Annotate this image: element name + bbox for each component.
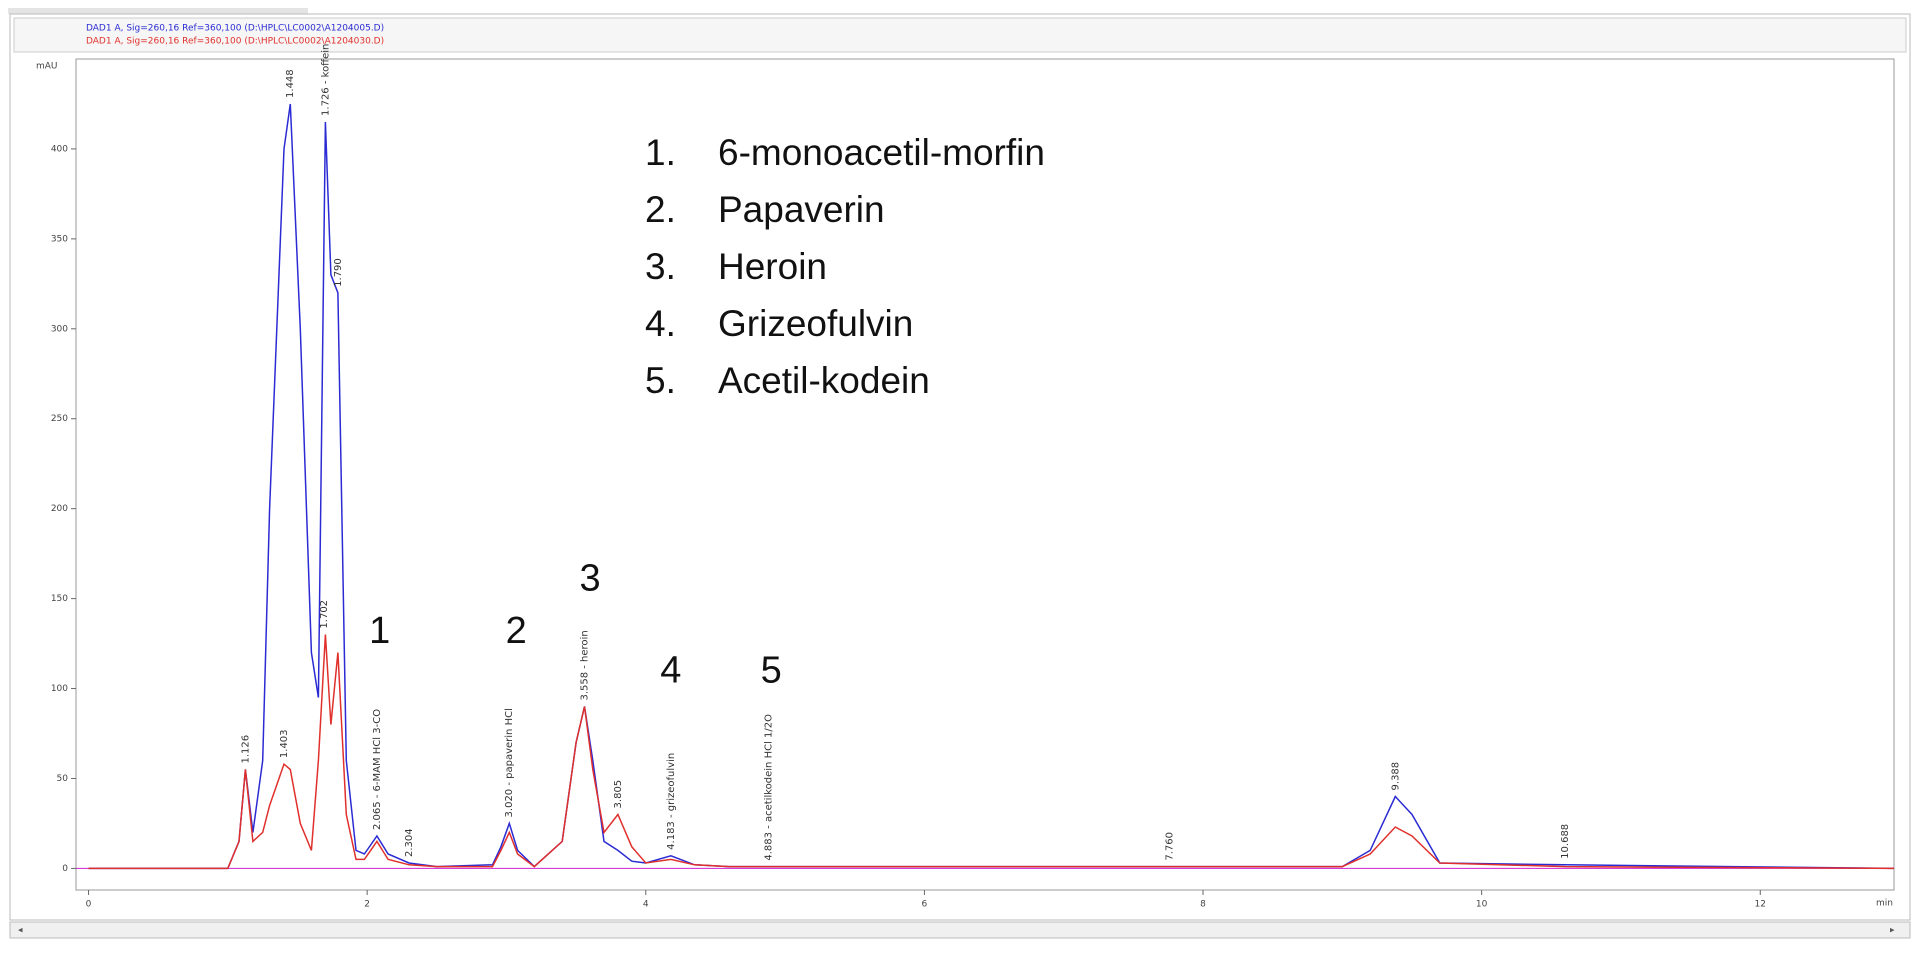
y-tick-label: 150 <box>51 594 68 604</box>
peak-label: 2.065 - 6-MAM HCl 3-CO <box>372 709 383 830</box>
peak-marker: 4 <box>660 649 681 691</box>
legend-entry: DAD1 A, Sig=260,16 Ref=360,100 (D:\HPLC\… <box>86 24 384 34</box>
list-number: 4. <box>645 303 676 344</box>
y-tick-label: 300 <box>51 324 68 334</box>
scrollbar[interactable] <box>9 921 1911 939</box>
peak-label: 7.760 <box>1165 832 1176 861</box>
list-text: 6-monoacetil-morfin <box>718 132 1045 173</box>
y-tick-label: 100 <box>51 684 68 694</box>
x-unit: min <box>1876 899 1893 909</box>
peak-label: 2.304 <box>404 828 415 857</box>
tab-strip <box>8 8 308 14</box>
list-number: 2. <box>645 189 676 230</box>
peak-label: 3.558 - heroin <box>579 630 590 700</box>
legend-box <box>13 17 1907 53</box>
y-tick-label: 400 <box>51 144 68 154</box>
peak-label: 4.883 - acetilkodein HCl 1/2O <box>763 714 774 861</box>
plot-area <box>75 58 1895 891</box>
peak-label: 1.448 <box>285 69 296 98</box>
list-number: 3. <box>645 246 676 287</box>
x-tick-label: 0 <box>86 900 92 910</box>
scroll-right[interactable]: ▸ <box>1890 926 1895 936</box>
list-text: Heroin <box>718 246 827 287</box>
peak-label: 1.403 <box>279 729 290 758</box>
peak-marker: 1 <box>369 610 390 652</box>
y-tick-label: 350 <box>51 234 68 244</box>
x-tick-label: 4 <box>643 900 649 910</box>
x-tick-label: 8 <box>1200 900 1206 910</box>
peak-marker: 3 <box>579 558 600 600</box>
y-tick-label: 50 <box>57 774 69 784</box>
x-tick-label: 6 <box>922 900 928 910</box>
peak-label: 4.183 - grizeofulvin <box>666 753 677 850</box>
peak-label: 1.726 - koffein <box>320 44 331 116</box>
peak-label: 1.126 <box>240 735 251 764</box>
y-tick-label: 0 <box>62 864 68 874</box>
chromatogram-trace <box>88 634 1895 870</box>
peak-label: 9.388 <box>1390 762 1401 791</box>
peak-label: 10.688 <box>1560 824 1571 859</box>
list-number: 5. <box>645 360 676 401</box>
y-unit: mAU <box>36 62 58 72</box>
peak-label: 1.790 <box>333 258 344 287</box>
x-tick-label: 2 <box>364 900 370 910</box>
peak-marker: 5 <box>761 649 782 691</box>
x-tick-label: 12 <box>1755 900 1766 910</box>
x-tick-label: 10 <box>1476 900 1488 910</box>
list-text: Papaverin <box>718 189 885 230</box>
list-text: Acetil-kodein <box>718 360 930 401</box>
peak-label: 3.020 - papaverin HCl <box>504 708 515 817</box>
scroll-left[interactable]: ◂ <box>18 926 23 936</box>
y-tick-label: 250 <box>51 414 68 424</box>
peak-label: 1.702 <box>319 600 330 629</box>
legend-entry: DAD1 A, Sig=260,16 Ref=360,100 (D:\HPLC\… <box>86 37 384 47</box>
list-text: Grizeofulvin <box>718 303 913 344</box>
y-tick-label: 200 <box>51 504 68 514</box>
peak-marker: 2 <box>506 610 527 652</box>
peak-label: 3.805 <box>613 780 624 809</box>
window-frame <box>9 13 1911 921</box>
list-number: 1. <box>645 132 676 173</box>
